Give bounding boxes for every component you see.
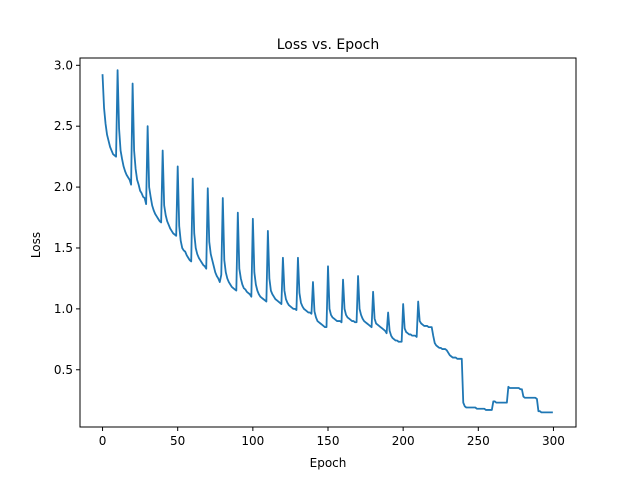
tick-layer: 0 50 100 150 200 250 300 0.5 1.0 1.5 2.0 2.5 3.0 [54, 58, 565, 448]
series-layer [101, 69, 553, 414]
y-axis-label: Loss [29, 232, 43, 258]
y-tick-label: 2.5 [54, 119, 73, 133]
x-tick-label: 100 [241, 434, 264, 448]
plot-area-frame [79, 57, 577, 428]
y-tick-label: 1.0 [54, 302, 73, 316]
y-tick-label: 0.5 [54, 363, 73, 377]
chart-title: Loss vs. Epoch [277, 37, 380, 53]
y-tick-label: 1.5 [54, 241, 73, 255]
x-tick-label: 300 [542, 434, 565, 448]
y-tick-label: 2.0 [54, 180, 73, 194]
x-tick-label: 50 [170, 434, 185, 448]
x-tick-label: 150 [317, 434, 340, 448]
x-tick-label: 200 [392, 434, 415, 448]
loss-series-line [101, 69, 553, 414]
y-tick-label: 3.0 [54, 58, 73, 72]
x-tick-label: 0 [99, 434, 107, 448]
x-tick-label: 250 [467, 434, 490, 448]
x-axis-label: Epoch [310, 456, 347, 470]
